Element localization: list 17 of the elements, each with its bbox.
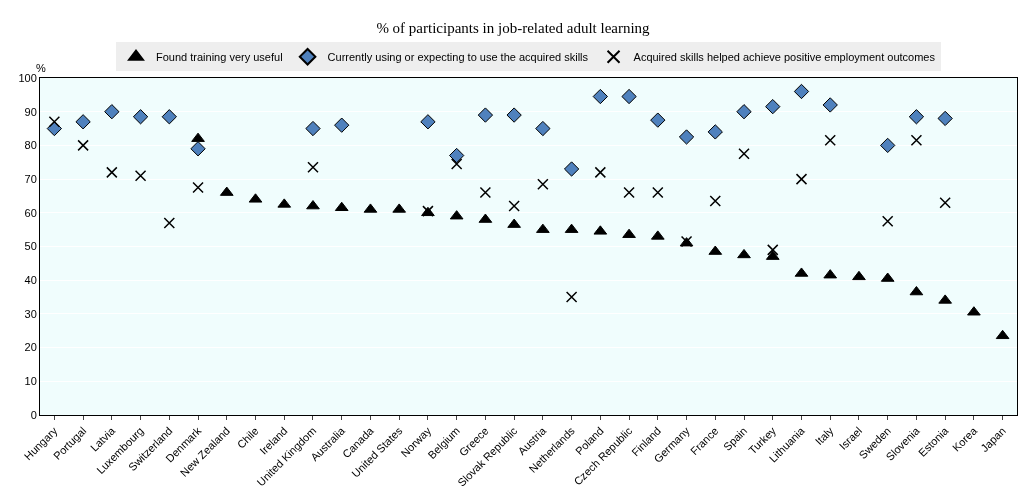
y-tick-label: 10 (24, 375, 37, 388)
y-tick-label: 60 (24, 206, 37, 219)
legend-label: Acquired skills helped achieve positive employment outcomes (633, 51, 936, 64)
legend-label: Currently using or expecting to use the acquired skills (327, 51, 589, 64)
chart-title: % of participants in job-related adult learning (376, 19, 651, 36)
y-tick-label: 50 (24, 240, 37, 253)
y-tick-label: 30 (24, 307, 37, 320)
y-tick-label: 40 (24, 274, 37, 287)
y-tick-label: 100 (18, 71, 37, 84)
x-tick-label: Italy (812, 424, 836, 448)
legend-label: Found training very useful (156, 51, 283, 64)
y-tick-label: 20 (24, 341, 37, 354)
y-axis-title: % (36, 62, 46, 74)
y-tick-label: 0 (30, 408, 37, 421)
y-tick-label: 70 (24, 172, 37, 185)
y-tick-label: 90 (24, 105, 37, 118)
y-tick-label: 80 (24, 139, 37, 152)
